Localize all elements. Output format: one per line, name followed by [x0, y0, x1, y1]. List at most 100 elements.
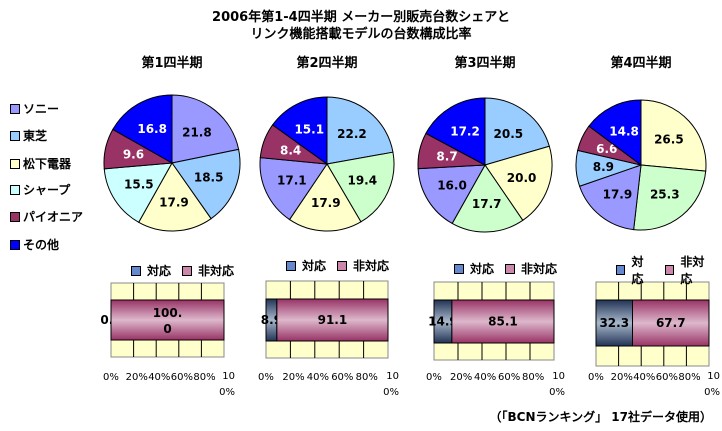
pie-data-label: 20.5: [494, 127, 524, 141]
pie-slice-3-2: [451, 164, 524, 233]
bar-axis-tick: 0%: [426, 372, 442, 383]
legend-swatch: [10, 239, 20, 250]
quarter-title-4: 第4四半期: [610, 56, 672, 71]
bar-data-label-cont: 0: [163, 322, 171, 336]
bar-axis-tick: 60%: [655, 372, 679, 383]
bar-axis-tick: 80%: [355, 372, 378, 383]
bar-axis-tick: 20%: [450, 372, 473, 383]
pie-data-label: 8.9: [593, 160, 614, 174]
pie-data-label: 21.8: [182, 125, 212, 139]
bar-legend-swatch: [337, 260, 348, 271]
pie-data-label: 19.4: [347, 173, 377, 187]
bar-data-label: 14.9: [428, 315, 458, 329]
bar-legend-swatch: [454, 263, 464, 274]
pie-data-label: 17.2: [450, 125, 480, 139]
bar-axis-tick: 60%: [498, 372, 521, 383]
pie-slice-3-3: [417, 164, 486, 225]
bar-axis-tick: 80%: [522, 372, 545, 383]
bar-axis-tick: 100%: [549, 371, 565, 398]
bar-legend-3: 対応 非対応: [454, 260, 565, 277]
pie-data-label: 8.7: [436, 150, 457, 164]
bar-axis-tick: 20%: [125, 372, 148, 383]
bar-legend-label: 対応: [470, 262, 495, 276]
bar-legend-swatch: [664, 265, 675, 275]
pie-data-label: 9.6: [123, 148, 144, 162]
bar-legend-label: 非対応: [353, 259, 390, 273]
bar-segment-no: [276, 298, 389, 342]
bar-legend-label: 非対応: [680, 255, 705, 286]
legend-label: 松下電器: [23, 157, 72, 171]
bar-legend-label: 非対応: [198, 264, 235, 278]
legend-item-0: ソニー: [10, 100, 59, 117]
pie-slice-2-0: [326, 96, 394, 165]
pie-slice-3-5: [425, 97, 486, 166]
legend-swatch: [10, 130, 20, 141]
bar-axis-tick: 0%: [258, 372, 274, 383]
quarter-title-3: 第3四半期: [454, 56, 516, 71]
legend-item-2: 松下電器: [10, 155, 71, 172]
bar-data-label: 100.: [153, 306, 183, 320]
bar-axis-tick: 80%: [678, 372, 701, 383]
pie-slice-1-1: [171, 148, 241, 220]
source-note: （「BCNランキング」 17社データ使用）: [489, 410, 712, 424]
legend-label: 東芝: [23, 129, 48, 143]
bar-legend-1: 対応 非対応: [131, 262, 242, 279]
bar-axis-tick: 20%: [610, 372, 633, 383]
pie-data-label: 17.9: [311, 196, 341, 210]
bar-axis-tick: 60%: [170, 372, 194, 383]
pie-data-label: 8.4: [280, 143, 301, 157]
pie-data-label: 16.8: [137, 122, 167, 136]
legend-swatch: [10, 158, 20, 169]
bar-axis-tick: 100%: [704, 371, 720, 398]
bar-segment-no: [110, 299, 225, 341]
bar-axis-tick: 40%: [148, 372, 171, 383]
bar-axis-tick: 40%: [306, 372, 330, 383]
legend-swatch: [10, 211, 20, 222]
pie-data-label: 20.0: [507, 171, 537, 185]
bar-axis-tick: 100%: [219, 371, 235, 398]
bar-axis-tick: 100%: [383, 371, 399, 398]
pie-slice-1-0: [171, 94, 240, 164]
pie-slice-3-1: [484, 145, 553, 222]
pie-data-label: 17.7: [472, 197, 502, 211]
chart-title-line1: 2006年第1-4四半期 メーカー別販売台数シェアと: [212, 10, 510, 25]
legend-label: パイオニア: [23, 210, 84, 224]
bar-segment-no: [631, 299, 710, 347]
pie-data-label: 18.5: [194, 171, 224, 185]
pie-data-label: 22.2: [337, 127, 367, 141]
legend-item-5: その他: [10, 236, 59, 253]
pie-slice-4-5: [588, 99, 642, 166]
quarter-title-1: 第1四半期: [141, 56, 203, 71]
pie-slice-1-5: [112, 94, 173, 164]
pie-slice-4-0: [640, 99, 707, 172]
bar-legend-label: 対応: [147, 264, 172, 278]
chart-title-line2: リンク機能搭載モデルの台数構成比率: [250, 27, 472, 42]
pie-data-label: 17.9: [159, 195, 189, 209]
bar-data-label: 67.7: [656, 316, 686, 330]
pie-slice-1-2: [138, 162, 212, 232]
bar-data-label: 91.1: [318, 313, 348, 327]
bar-legend-swatch: [131, 265, 141, 276]
bar-axis-tick: 60%: [331, 372, 354, 383]
bar-axis-tick: 40%: [474, 372, 497, 383]
pie-slice-2-2: [288, 163, 362, 232]
bar-legend-swatch: [616, 265, 626, 275]
bar-axis-tick: 0%: [588, 372, 604, 383]
pie-data-label: 15.1: [294, 122, 324, 136]
bar-segment-yes: [595, 299, 633, 347]
pie-data-label: 26.5: [654, 133, 684, 147]
bar-legend-label: 非対応: [521, 262, 558, 276]
pie-data-label: 17.1: [277, 174, 307, 188]
legend-item-3: シャープ: [10, 181, 70, 198]
bar-legend-label: 対応: [631, 255, 644, 286]
legend-swatch: [10, 103, 20, 114]
bar-axis-tick: 20%: [282, 372, 305, 383]
pie-data-label: 25.3: [650, 187, 680, 201]
pie-slice-2-5: [271, 96, 328, 165]
legend-item-1: 東芝: [10, 127, 47, 144]
bar-legend-swatch: [182, 265, 193, 276]
legend-label: シャープ: [23, 183, 71, 197]
bar-data-label: 32.3: [599, 316, 629, 330]
